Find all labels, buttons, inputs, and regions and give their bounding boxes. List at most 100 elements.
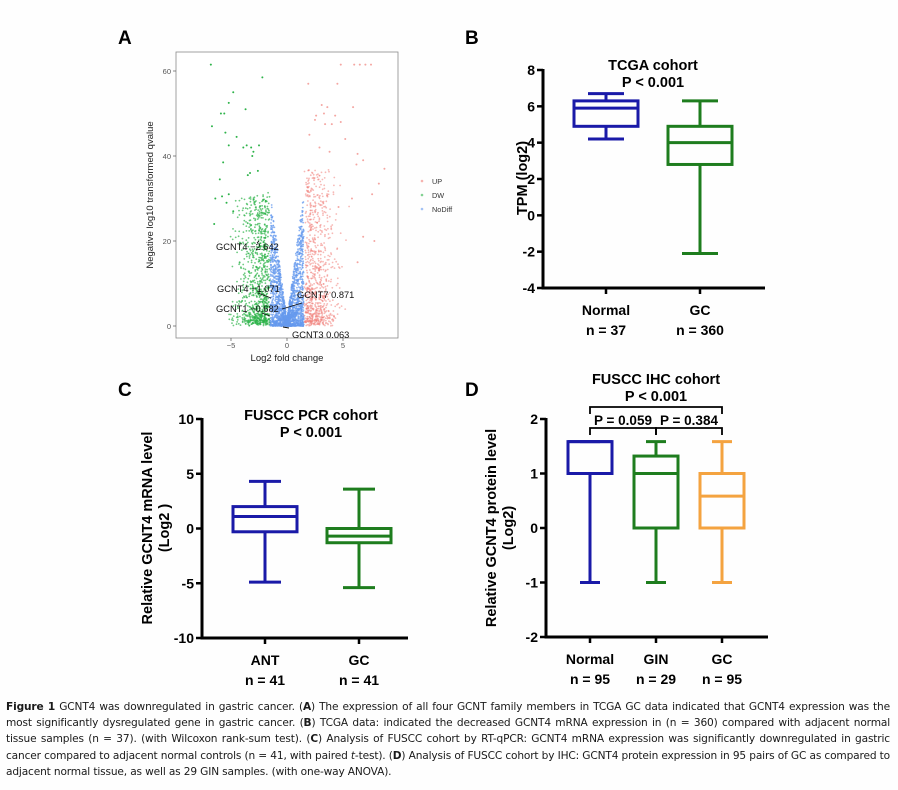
point-up: [306, 237, 308, 239]
point-nodiff: [299, 317, 302, 319]
point-dw: [250, 146, 253, 149]
point-dw: [257, 216, 260, 219]
point-up: [337, 206, 340, 208]
annotation-label: GCNT4 −1.071: [217, 284, 280, 294]
point-dw: [258, 285, 260, 288]
point-dw: [267, 202, 270, 205]
point-nodiff: [271, 226, 274, 229]
point-up: [307, 309, 310, 312]
point-up: [322, 214, 324, 217]
point-up: [317, 323, 320, 326]
point-nodiff: [293, 273, 296, 275]
point-up: [311, 257, 314, 260]
point-dw: [261, 274, 264, 276]
point-dw: [249, 317, 252, 319]
annotation-leader: [261, 312, 271, 317]
point-up: [304, 249, 307, 252]
point-up: [336, 277, 339, 280]
point-nodiff: [296, 274, 299, 277]
point-up: [313, 297, 316, 299]
point-nodiff: [291, 289, 294, 291]
point-up: [317, 257, 320, 260]
point-nodiff: [300, 314, 302, 317]
point-dw: [250, 224, 253, 226]
p-value-label: P < 0.001: [280, 425, 342, 441]
point-dw: [236, 305, 239, 308]
point-dw: [257, 300, 260, 303]
point-dw: [227, 193, 230, 196]
point-up: [310, 293, 313, 296]
point-nodiff: [285, 323, 288, 326]
point-up: [326, 285, 329, 287]
x-tick-label: Normal: [566, 651, 614, 667]
box-normal: [572, 92, 640, 141]
annotation-label: GCNT7 0.871: [297, 290, 354, 300]
point-nodiff: [297, 313, 300, 316]
point-up: [324, 290, 326, 293]
point-nodiff: [285, 320, 288, 323]
point-nodiff: [292, 295, 295, 298]
point-up: [326, 275, 329, 277]
point-up: [321, 188, 324, 191]
sample-size-label: n = 95: [702, 671, 742, 687]
point-dw: [246, 296, 248, 299]
point-nodiff: [298, 289, 301, 292]
point-up: [316, 244, 319, 247]
point-up: [314, 265, 316, 268]
point-up: [310, 189, 312, 192]
point-up: [335, 260, 338, 263]
point-dw: [265, 210, 267, 213]
point-up: [321, 231, 323, 234]
point-dw: [253, 217, 255, 220]
point-nodiff: [279, 322, 282, 325]
point-up: [312, 259, 314, 262]
point-nodiff: [300, 241, 303, 244]
point-dw: [237, 316, 239, 319]
point-up: [321, 192, 323, 195]
point-dw: [264, 206, 266, 209]
point-up: [305, 241, 308, 244]
point-nodiff: [272, 297, 275, 300]
caption-panel-ref: C: [310, 733, 318, 746]
point-up: [317, 253, 319, 256]
point-nodiff: [299, 227, 302, 230]
point-up: [307, 230, 310, 233]
point-dw: [240, 197, 243, 200]
point-dw: [232, 212, 234, 214]
point-nodiff: [272, 219, 275, 222]
point-dw: [227, 101, 230, 104]
point-up: [319, 180, 322, 183]
point-up: [323, 187, 326, 190]
point-up: [315, 246, 317, 249]
point-nodiff: [298, 229, 301, 232]
point-nodiff: [270, 313, 272, 316]
point-dw: [244, 322, 247, 325]
y-tick-label: 40: [163, 152, 171, 161]
point-up: [319, 278, 322, 281]
point-up: [305, 261, 307, 264]
point-nodiff: [297, 253, 299, 256]
point-dw: [249, 249, 252, 252]
point-dw: [251, 242, 254, 245]
caption-panel-ref: B: [303, 717, 312, 730]
point-up: [320, 318, 322, 321]
point-up: [304, 221, 307, 224]
point-nodiff: [301, 275, 304, 278]
point-up: [305, 215, 308, 218]
box-gc: [325, 487, 393, 590]
point-nodiff: [297, 248, 299, 251]
point-up: [323, 299, 326, 301]
point-dw: [247, 237, 250, 239]
point-dw: [268, 323, 271, 326]
point-up: [316, 286, 318, 289]
point-up: [319, 257, 322, 260]
point-up: [319, 253, 322, 256]
point-nodiff: [274, 284, 277, 287]
point-dw: [252, 250, 254, 253]
point-nodiff: [269, 308, 272, 311]
point-dw: [229, 313, 232, 316]
point-up: [323, 295, 326, 297]
point-nodiff: [281, 292, 284, 295]
point-dw: [260, 239, 263, 242]
point-up: [305, 194, 308, 197]
